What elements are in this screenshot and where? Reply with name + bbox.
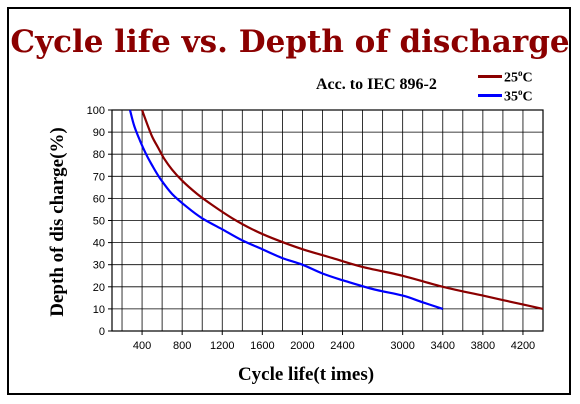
legend-item-25c: 25oC (470, 68, 570, 86)
legend-label-25c-unit: C (522, 70, 533, 86)
y-tick-label: 20 (93, 282, 105, 294)
legend-label-35c-base: 35 (504, 89, 518, 105)
chart-annotation: Acc. to IEC 896-2 (316, 76, 437, 93)
x-tick-label: 2400 (330, 340, 354, 352)
x-tick-label: 400 (133, 340, 151, 352)
chart-title: Cycle life vs. Depth of discharge (10, 24, 570, 60)
x-tick-label: 3800 (471, 340, 495, 352)
x-axis-title: Cycle life(t imes) (237, 364, 375, 385)
legend-label-25c-degree: o (518, 68, 523, 78)
legend-label-25c: 25oC (504, 68, 533, 87)
legend-swatch-35c (478, 94, 502, 97)
x-tick-label: 1200 (210, 340, 234, 352)
legend: 25oC 35oC (470, 68, 570, 108)
legend-label-35c-unit: C (522, 89, 533, 105)
y-tick-label: 10 (93, 304, 105, 316)
series-line-35c (128, 109, 444, 310)
y-tick-label: 80 (93, 149, 105, 161)
x-tick-label: 2000 (290, 340, 314, 352)
x-tick-label: 3000 (390, 340, 414, 352)
y-tick-label: 70 (93, 171, 105, 183)
series-line-25c (141, 109, 544, 310)
x-tick-label: 3400 (431, 340, 455, 352)
legend-label-25c-base: 25 (504, 70, 518, 86)
y-tick-label: 30 (93, 260, 105, 272)
y-tick-label: 0 (99, 326, 105, 338)
x-tick-label: 1600 (250, 340, 274, 352)
legend-swatch-25c (478, 75, 502, 78)
y-tick-label: 90 (93, 127, 105, 139)
x-tick-label: 4200 (511, 340, 535, 352)
y-tick-label: 50 (93, 216, 105, 228)
x-tick-label: 800 (173, 340, 191, 352)
y-axis-title: Depth of dis charge(%) (47, 127, 68, 317)
legend-label-35c-degree: o (518, 87, 523, 97)
legend-item-35c: 35oC (470, 87, 570, 105)
y-tick-label: 60 (93, 193, 105, 205)
y-tick-label: 100 (87, 105, 105, 117)
y-tick-label: 40 (93, 238, 105, 250)
legend-label-35c: 35oC (504, 87, 533, 106)
